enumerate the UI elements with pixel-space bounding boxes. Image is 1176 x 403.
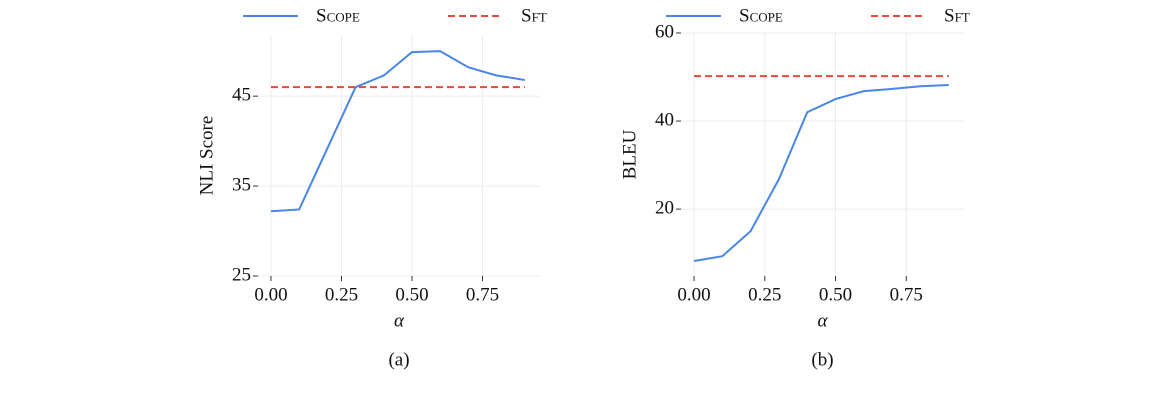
y-axis-label: NLI Score — [196, 116, 217, 196]
x-tick-label: 0.00 — [677, 284, 710, 305]
x-tick-label: 0.75 — [890, 284, 923, 305]
x-tick-label: 0.50 — [395, 284, 428, 305]
x-axis-label: α — [394, 310, 405, 331]
y-axis-label: BLEU — [619, 129, 640, 179]
caption: (b) — [811, 349, 833, 370]
x-tick-label: 0.25 — [748, 284, 781, 305]
legend-label: Scope — [316, 5, 360, 26]
x-tick-label: 0.00 — [254, 284, 287, 305]
y-tick-label: 45 — [232, 85, 251, 106]
x-axis-label: α — [818, 310, 829, 331]
caption: (a) — [388, 349, 409, 370]
series-line — [693, 83, 949, 263]
legend-label: Scope — [739, 5, 783, 26]
y-tick-label: 40 — [655, 109, 674, 130]
y-tick-label: 20 — [655, 197, 674, 218]
x-tick-label: 0.50 — [819, 284, 852, 305]
x-tick-label: 0.25 — [325, 284, 358, 305]
series-line — [270, 50, 525, 213]
y-tick-label: 60 — [655, 21, 674, 42]
legend-label: Sft — [944, 5, 970, 26]
x-tick-label: 0.75 — [466, 284, 499, 305]
y-tick-label: 35 — [232, 174, 251, 195]
legend-label: Sft — [521, 5, 547, 26]
y-tick-label: 25 — [232, 264, 251, 285]
